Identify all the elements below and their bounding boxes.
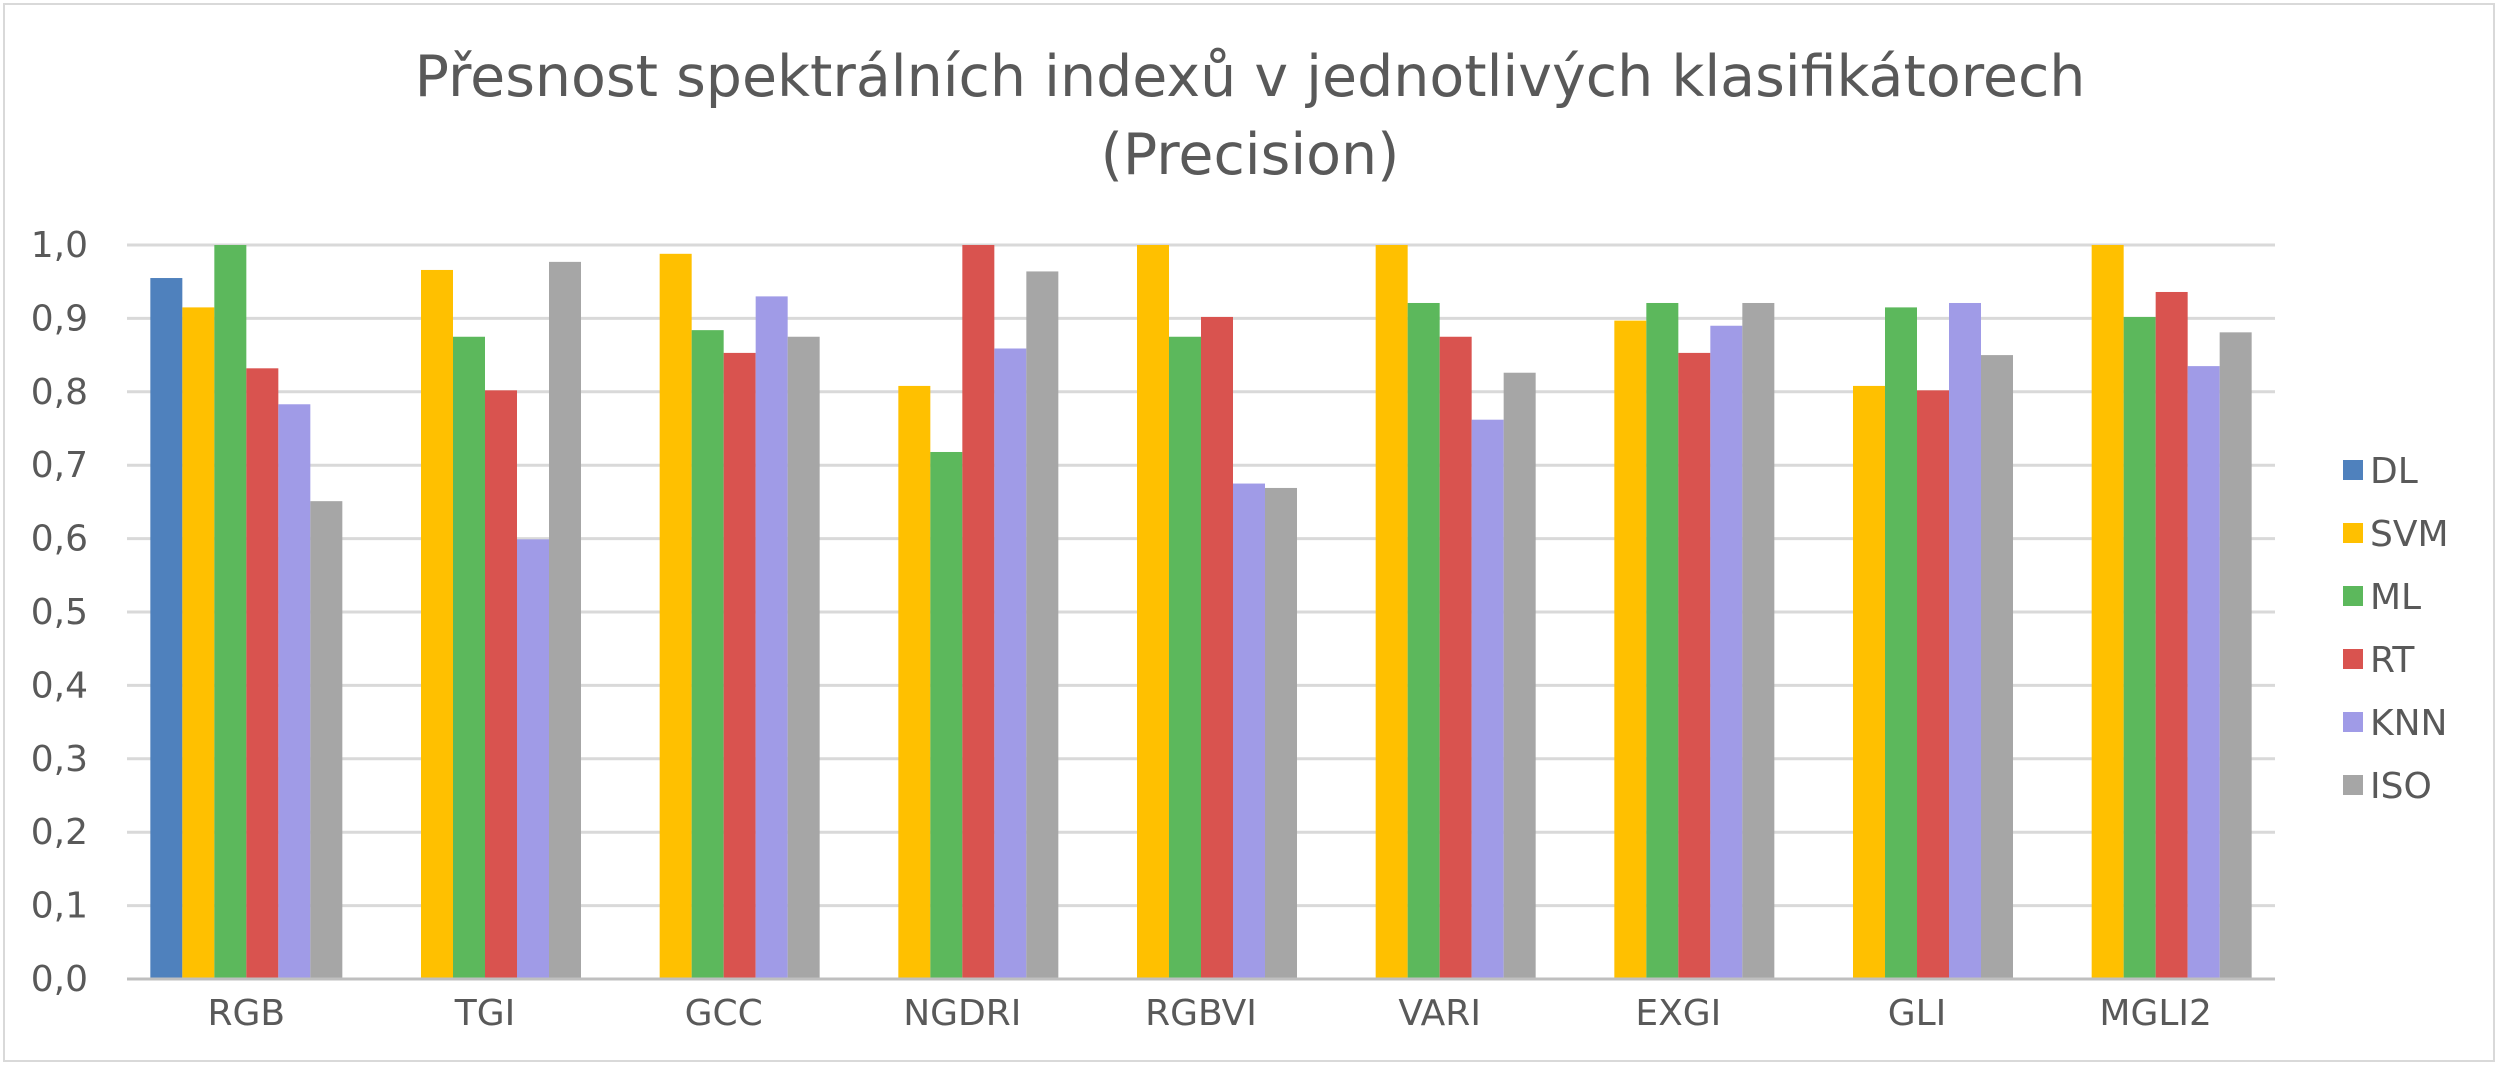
- bar-ml-mgli2: [2123, 316, 2156, 979]
- y-tick-label: 0,4: [31, 665, 88, 706]
- y-tick-label: 0,3: [31, 739, 88, 780]
- y-tick-label: 0,0: [31, 959, 88, 1000]
- bar-ml-rgbvi: [1169, 336, 1201, 979]
- legend-swatch-knn: [2343, 712, 2363, 732]
- y-tick-label: 0,7: [31, 445, 88, 486]
- bar-knn-gli: [1949, 302, 1981, 980]
- legend-swatch-svm: [2343, 523, 2363, 543]
- legend-label-dl: DL: [2370, 451, 2418, 492]
- legend-swatch-dl: [2343, 460, 2363, 480]
- bar-iso-mgli2: [2219, 332, 2252, 979]
- axes: 0,0 0,1 0,2 0,3 0,4 0,5 0,6 0,7 0,8 0,9 1,0 RGB TGI G…: [31, 225, 2275, 1034]
- bar-svm-ngdri: [898, 385, 931, 980]
- bar-knn-rgb: [278, 404, 311, 979]
- bar-svm-mgli2: [2091, 245, 2124, 979]
- bar-ml-exgi: [1646, 302, 1679, 980]
- bar-knn-gcc: [755, 296, 788, 979]
- bar-iso-ngdri: [1026, 271, 1059, 979]
- bar-rt-tgi: [485, 390, 517, 979]
- bar-dl-rgb: [150, 278, 183, 979]
- legend-label-svm: SVM: [2370, 514, 2449, 555]
- x-tick-label: GLI: [1888, 993, 1947, 1034]
- x-tick-label: RGBVI: [1145, 993, 1257, 1034]
- bar-knn-mgli2: [2187, 366, 2220, 979]
- x-tick-label: RGB: [208, 993, 286, 1034]
- chart-title: Přesnost spektrálních indexů v jednotliv…: [415, 44, 2086, 110]
- legend-swatch-rt: [2343, 649, 2363, 669]
- bar-knn-ngdri: [994, 348, 1027, 979]
- bar-rt-rgbvi: [1201, 316, 1233, 979]
- bar-knn-rgbvi: [1233, 483, 1265, 979]
- bar-iso-tgi: [549, 261, 581, 980]
- bar-rt-vari: [1439, 336, 1472, 979]
- y-tick-label: 0,8: [31, 372, 88, 413]
- bars: [150, 245, 2252, 980]
- x-tick-label: EXGI: [1635, 993, 1721, 1034]
- legend: DL SVM ML RT KNN ISO: [2343, 451, 2449, 807]
- bar-ml-gcc: [691, 330, 724, 979]
- legend-swatch-iso: [2343, 775, 2363, 795]
- chart-subtitle: (Precision): [1101, 122, 1400, 188]
- legend-label-ml: ML: [2370, 577, 2421, 618]
- x-tick-label: NGDRI: [903, 993, 1021, 1034]
- bar-rt-ngdri: [962, 245, 995, 979]
- bar-iso-gli: [1981, 355, 2013, 980]
- y-tick-label: 0,1: [31, 886, 88, 927]
- x-tick-label: VARI: [1398, 993, 1481, 1034]
- bar-ml-rgb: [214, 245, 247, 979]
- bar-knn-tgi: [517, 539, 549, 979]
- bar-svm-tgi: [421, 269, 453, 979]
- x-tick-label: TGI: [454, 993, 516, 1034]
- bar-rt-exgi: [1678, 352, 1711, 979]
- bar-rt-rgb: [246, 368, 279, 979]
- legend-label-rt: RT: [2370, 640, 2415, 681]
- y-tick-label: 0,6: [31, 519, 88, 560]
- y-tick-label: 0,2: [31, 812, 88, 853]
- bar-iso-gcc: [787, 336, 820, 979]
- bar-ml-ngdri: [930, 451, 963, 979]
- bar-svm-gcc: [659, 253, 692, 980]
- bar-ml-vari: [1407, 302, 1440, 980]
- bar-iso-rgbvi: [1265, 487, 1297, 979]
- bar-rt-mgli2: [2155, 291, 2188, 979]
- bar-ml-gli: [1885, 307, 1917, 979]
- bar-iso-exgi: [1742, 302, 1775, 980]
- bar-svm-rgbvi: [1137, 245, 1169, 979]
- legend-label-iso: ISO: [2370, 766, 2432, 807]
- bar-ml-tgi: [453, 336, 485, 979]
- x-tick-label: MGLI2: [2099, 993, 2212, 1034]
- bar-rt-gli: [1917, 390, 1949, 979]
- bar-svm-vari: [1375, 245, 1408, 979]
- y-tick-label: 1,0: [31, 225, 88, 266]
- bar-rt-gcc: [723, 352, 756, 979]
- bar-knn-vari: [1471, 419, 1504, 979]
- bar-svm-rgb: [182, 307, 215, 979]
- legend-label-knn: KNN: [2370, 703, 2447, 744]
- bar-knn-exgi: [1710, 325, 1743, 979]
- bar-svm-gli: [1853, 385, 1885, 980]
- x-tick-label: GCC: [685, 993, 763, 1034]
- y-tick-label: 0,9: [31, 298, 88, 339]
- legend-swatch-ml: [2343, 586, 2363, 606]
- y-tick-label: 0,5: [31, 592, 88, 633]
- bar-iso-rgb: [310, 501, 343, 979]
- bar-svm-exgi: [1614, 320, 1647, 979]
- bar-iso-vari: [1503, 372, 1536, 979]
